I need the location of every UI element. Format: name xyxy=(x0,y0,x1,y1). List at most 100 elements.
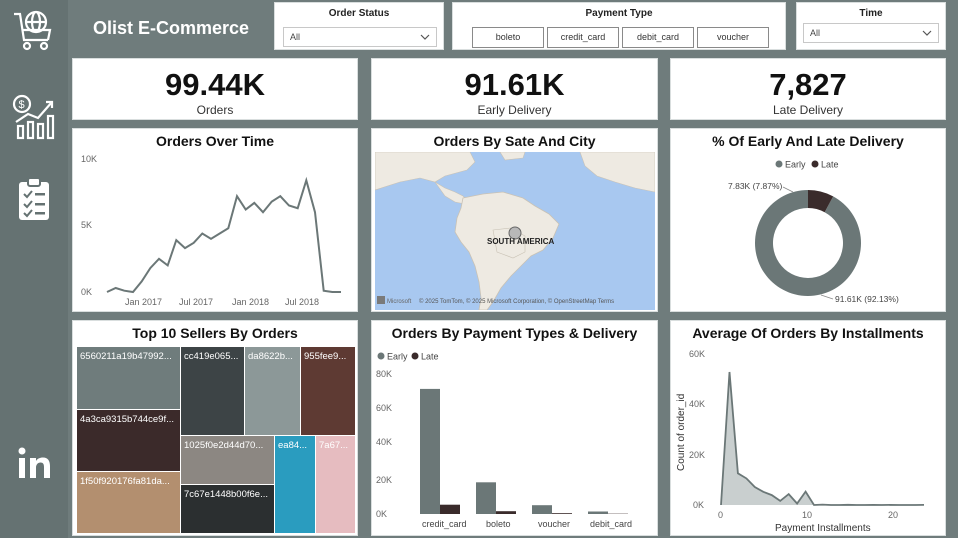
map-card: Orders By Sate And City SOUTH AMERICA Mi… xyxy=(371,128,658,312)
map-title: Orders By Sate And City xyxy=(433,133,596,149)
top-sellers-card: Top 10 Sellers By Orders 6560211a19b4799… xyxy=(72,320,358,536)
bar-boleto-late[interactable] xyxy=(496,511,516,514)
order-status-dropdown[interactable]: All xyxy=(283,27,437,47)
orders-over-time-chart: 10K 5K 0K Jan 2017 Jul 2017 Jan 2018 Jul… xyxy=(81,154,341,307)
donut-slice-early[interactable] xyxy=(755,190,861,296)
x-tick: 0 xyxy=(718,510,723,520)
x-tick: Jul 2018 xyxy=(285,297,319,307)
x-tick: boleto xyxy=(486,519,511,529)
map-region-label: SOUTH AMERICA xyxy=(487,237,554,246)
legend-late-label: Late xyxy=(821,160,839,170)
payment-types-title: Orders By Payment Types & Delivery xyxy=(391,325,638,341)
kpi-orders: 99.44K Orders xyxy=(72,58,358,120)
svg-text:$: $ xyxy=(19,99,25,111)
cart-globe-icon[interactable] xyxy=(10,6,58,54)
clipboard-checklist-icon[interactable] xyxy=(10,176,58,224)
treemap-tile[interactable]: 7c67e1448b00f6e... xyxy=(181,485,274,533)
treemap-tile[interactable]: 1f50f920176fa81da... xyxy=(77,472,180,533)
x-tick: credit_card xyxy=(422,519,467,529)
kpi-late-value: 7,827 xyxy=(769,67,847,102)
y-tick: 60K xyxy=(689,349,705,359)
map-view[interactable]: SOUTH AMERICA Microsoft © 2025 TomTom, ©… xyxy=(375,152,655,310)
y-tick: 20K xyxy=(376,475,392,485)
bar-voucher-late[interactable] xyxy=(552,513,572,514)
y-tick: 0K xyxy=(81,287,92,297)
finance-chart-icon[interactable]: $ xyxy=(10,92,58,140)
order-status-value: All xyxy=(290,32,301,42)
linkedin-icon[interactable] xyxy=(10,440,58,488)
treemap-tile[interactable]: 1025f0e2d44d70... xyxy=(181,436,274,484)
y-tick: 20K xyxy=(689,450,705,460)
installments-card: Average Of Orders By Installments 60K 40… xyxy=(670,320,946,536)
orders-over-time-card: Orders Over Time 10K 5K 0K Jan 2017 Jul … xyxy=(72,128,358,312)
kpi-late-delivery: 7,827 Late Delivery xyxy=(670,58,946,120)
y-tick: 0K xyxy=(693,500,704,510)
treemap-tile[interactable]: 4a3ca9315b744ce9f... xyxy=(77,410,180,471)
kpi-orders-value: 99.44K xyxy=(165,67,265,102)
payment-chip-voucher[interactable]: voucher xyxy=(697,27,769,48)
orders-line xyxy=(106,176,341,294)
bar-credit_card-early[interactable] xyxy=(420,388,440,514)
early-data-label: 91.61K (92.13%) xyxy=(835,294,899,304)
treemap-tile[interactable]: 7a67... xyxy=(316,436,355,533)
x-tick: 10 xyxy=(802,510,812,520)
installments-line xyxy=(720,371,925,506)
legend-late-swatch xyxy=(411,352,419,360)
y-tick: 0K xyxy=(376,509,387,519)
time-dropdown[interactable]: All xyxy=(803,23,939,43)
kpi-late-label: Late Delivery xyxy=(772,103,844,117)
payment-chip-debit-card[interactable]: debit_card xyxy=(622,27,694,48)
microsoft-logo-icon xyxy=(377,296,385,304)
orders-over-time-title: Orders Over Time xyxy=(155,133,275,149)
chevron-down-icon xyxy=(922,30,932,36)
treemap-tile[interactable]: cc419e065... xyxy=(181,347,244,435)
payment-types-chart: Early Late 80K 60K 40K 20K 0K credit_car… xyxy=(376,352,632,530)
x-tick: 20 xyxy=(888,510,898,520)
late-data-label: 7.83K (7.87%) xyxy=(728,181,783,191)
y-tick: 40K xyxy=(376,437,392,447)
y-tick: 5K xyxy=(81,220,92,230)
installments-title: Average Of Orders By Installments xyxy=(692,325,924,341)
order-status-slicer: Order Status All xyxy=(274,2,444,50)
top-sellers-title: Top 10 Sellers By Orders xyxy=(132,325,298,341)
donut-slice-late[interactable] xyxy=(808,190,834,213)
x-tick: debit_card xyxy=(590,519,632,529)
payment-chip-boleto[interactable]: boleto xyxy=(472,27,544,48)
time-slicer: Time All xyxy=(796,2,946,50)
donut-card: % Of Early And Late Delivery Early Late … xyxy=(670,128,946,312)
bar-debit_card-early[interactable] xyxy=(588,511,608,515)
time-value: All xyxy=(810,28,821,38)
donut-chart: Early Late 7.83K (7.87%) 91.61K (92.13%) xyxy=(728,160,899,305)
app-title: Olist E-Commerce xyxy=(93,18,250,38)
kpi-early-value: 91.61K xyxy=(464,67,565,102)
treemap-tile[interactable]: 6560211a19b47992... xyxy=(77,347,180,409)
bar-credit_card-late[interactable] xyxy=(440,504,460,514)
map-brand: Microsoft xyxy=(387,299,412,305)
treemap-tile[interactable]: 955fee9... xyxy=(301,347,355,435)
kpi-orders-label: Orders xyxy=(196,103,234,117)
legend-early-label: Early xyxy=(387,352,408,362)
y-tick: 80K xyxy=(376,369,392,379)
bar-boleto-early[interactable] xyxy=(476,482,496,514)
installments-chart: 60K 40K 20K 0K 0 10 20 Payment Installme… xyxy=(676,349,925,534)
x-axis-label: Payment Installments xyxy=(775,523,871,534)
sidebar: $ xyxy=(0,0,68,538)
y-axis-label: Count of order_id xyxy=(676,394,687,471)
payment-chip-credit-card[interactable]: credit_card xyxy=(547,27,619,48)
time-label: Time xyxy=(859,8,883,19)
payment-types-card: Orders By Payment Types & Delivery Early… xyxy=(371,320,658,536)
bar-voucher-early[interactable] xyxy=(532,505,552,514)
donut-title: % Of Early And Late Delivery xyxy=(712,133,904,149)
legend-early-swatch xyxy=(775,160,783,168)
legend-late-label: Late xyxy=(421,352,439,362)
y-tick: 60K xyxy=(376,403,392,413)
x-tick: Jan 2017 xyxy=(125,297,162,307)
treemap-tile[interactable]: da8622b... xyxy=(245,347,300,435)
kpi-early-delivery: 91.61K Early Delivery xyxy=(371,58,658,120)
x-tick: Jul 2017 xyxy=(179,297,213,307)
legend-early-label: Early xyxy=(785,160,806,170)
treemap-tile[interactable]: ea84... xyxy=(275,436,315,533)
payment-type-slicer: Payment Type boleto credit_card debit_ca… xyxy=(452,2,786,50)
location-bubble[interactable] xyxy=(508,226,522,240)
payment-type-label: Payment Type xyxy=(585,8,653,19)
